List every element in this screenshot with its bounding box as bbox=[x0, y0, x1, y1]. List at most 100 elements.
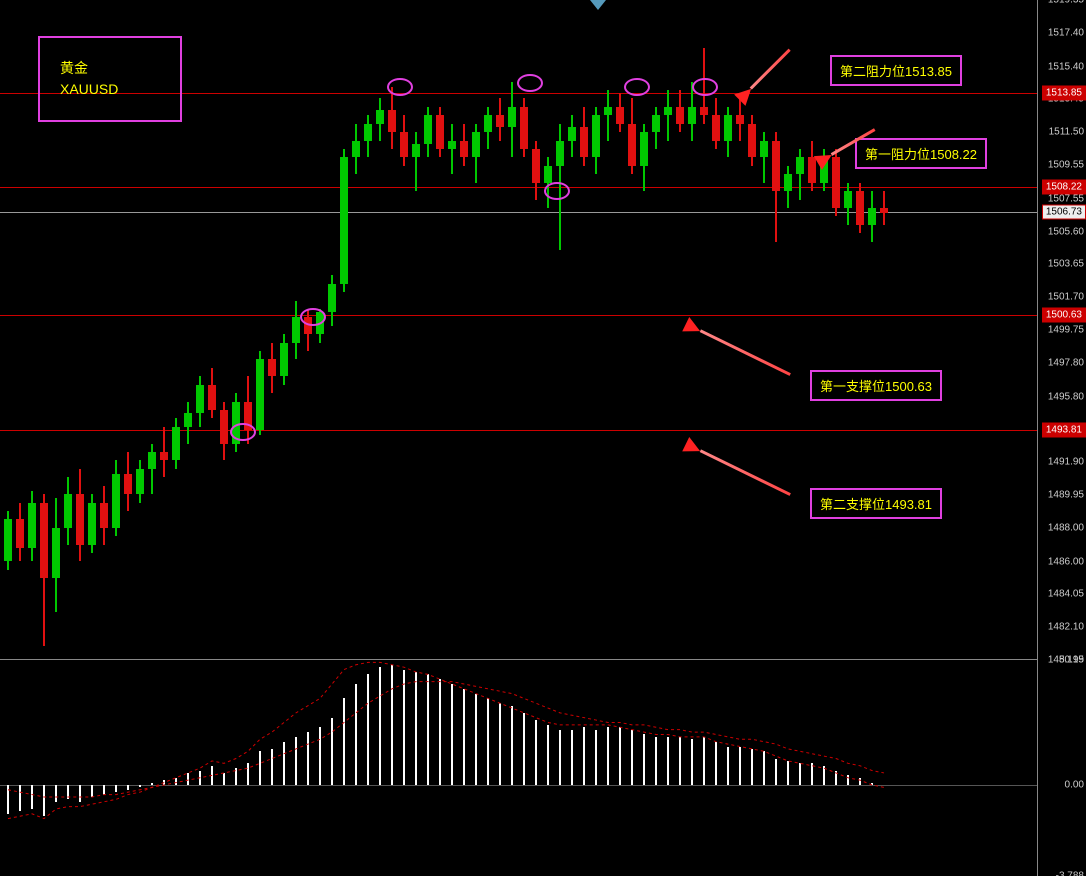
y-tick-label: 1484.05 bbox=[1048, 589, 1084, 600]
macd-histogram-bar bbox=[439, 679, 441, 785]
macd-histogram-bar bbox=[391, 665, 393, 785]
macd-histogram-bar bbox=[607, 727, 609, 785]
macd-histogram-bar bbox=[247, 763, 249, 785]
macd-histogram-bar bbox=[67, 785, 69, 799]
macd-indicator-chart[interactable]: 5.1990.00-3.788 bbox=[0, 660, 1086, 876]
instrument-symbol: XAUUSD bbox=[60, 79, 160, 100]
macd-histogram-bar bbox=[535, 720, 537, 785]
macd-histogram-bar bbox=[199, 771, 201, 785]
instrument-title-box: 黄金 XAUUSD bbox=[38, 36, 182, 122]
macd-histogram-bar bbox=[139, 785, 141, 787]
level-annotation-label: 第二阻力位1513.85 bbox=[830, 55, 962, 86]
macd-histogram-bar bbox=[487, 698, 489, 785]
y-tick-label: 1482.10 bbox=[1048, 622, 1084, 633]
macd-histogram-bar bbox=[763, 751, 765, 785]
macd-histogram-bar bbox=[427, 674, 429, 785]
macd-histogram-bar bbox=[811, 763, 813, 785]
resistance-support-line bbox=[0, 315, 1038, 316]
macd-plot-area[interactable] bbox=[0, 660, 1038, 876]
level-price-tag: 1513.85 bbox=[1042, 85, 1086, 100]
macd-histogram-bar bbox=[847, 775, 849, 785]
macd-histogram-bar bbox=[703, 737, 705, 785]
y-tick-label: 1509.55 bbox=[1048, 160, 1084, 171]
macd-histogram-bar bbox=[643, 734, 645, 784]
macd-histogram-bar bbox=[547, 725, 549, 785]
level-annotation-label: 第一支撑位1500.63 bbox=[810, 370, 942, 401]
macd-histogram-bar bbox=[595, 730, 597, 785]
resistance-support-line bbox=[0, 430, 1038, 431]
instrument-name-cn: 黄金 bbox=[60, 58, 160, 79]
macd-histogram-bar bbox=[823, 766, 825, 785]
macd-histogram-bar bbox=[619, 727, 621, 785]
current-price-tag: 1506.73 bbox=[1042, 205, 1086, 220]
macd-histogram-bar bbox=[727, 747, 729, 785]
y-tick-label: 1503.65 bbox=[1048, 259, 1084, 270]
macd-histogram-bar bbox=[571, 730, 573, 785]
macd-histogram-bar bbox=[355, 684, 357, 785]
macd-histogram-bar bbox=[415, 672, 417, 785]
macd-histogram-bar bbox=[235, 768, 237, 785]
macd-histogram-bar bbox=[835, 771, 837, 785]
y-tick-label: 1491.90 bbox=[1048, 457, 1084, 468]
level-price-tag: 1493.81 bbox=[1042, 423, 1086, 438]
macd-y-axis: 5.1990.00-3.788 bbox=[1037, 660, 1086, 876]
chart-container: 第二阻力位1513.85第一阻力位1508.22第一支撑位1500.63第二支撑… bbox=[0, 0, 1086, 876]
macd-histogram-bar bbox=[631, 730, 633, 785]
y-tick-label: 1488.00 bbox=[1048, 522, 1084, 533]
macd-signal-lines bbox=[0, 660, 1038, 876]
y-tick-label: 1515.40 bbox=[1048, 61, 1084, 72]
y-tick-label: 1501.70 bbox=[1048, 292, 1084, 303]
price-circle-marker bbox=[544, 182, 570, 200]
macd-histogram-bar bbox=[511, 706, 513, 785]
macd-histogram-bar bbox=[331, 718, 333, 785]
macd-histogram-bar bbox=[871, 783, 873, 785]
macd-histogram-bar bbox=[367, 674, 369, 785]
macd-histogram-bar bbox=[151, 783, 153, 785]
macd-histogram-bar bbox=[175, 778, 177, 785]
macd-histogram-bar bbox=[319, 727, 321, 785]
y-tick-label: 1505.60 bbox=[1048, 226, 1084, 237]
macd-y-tick: -3.788 bbox=[1056, 871, 1084, 876]
price-circle-marker bbox=[692, 78, 718, 96]
macd-histogram-bar bbox=[715, 742, 717, 785]
macd-histogram-bar bbox=[187, 773, 189, 785]
macd-histogram-bar bbox=[679, 737, 681, 785]
macd-histogram-bar bbox=[91, 785, 93, 797]
macd-histogram-bar bbox=[295, 737, 297, 785]
macd-histogram-bar bbox=[283, 742, 285, 785]
macd-histogram-bar bbox=[403, 670, 405, 785]
main-y-axis: 1519.351517.401515.401513.451511.501509.… bbox=[1037, 0, 1086, 660]
macd-histogram-bar bbox=[775, 759, 777, 785]
macd-histogram-bar bbox=[379, 667, 381, 785]
macd-histogram-bar bbox=[739, 747, 741, 785]
macd-histogram-bar bbox=[79, 785, 81, 802]
macd-histogram-bar bbox=[307, 732, 309, 785]
y-tick-label: 1497.80 bbox=[1048, 357, 1084, 368]
price-circle-marker bbox=[517, 74, 543, 92]
macd-histogram-bar bbox=[103, 785, 105, 795]
level-annotation-label: 第一阻力位1508.22 bbox=[855, 138, 987, 169]
y-tick-label: 1519.35 bbox=[1048, 0, 1084, 6]
macd-zero-line bbox=[0, 785, 1038, 786]
price-circle-marker bbox=[624, 78, 650, 96]
macd-histogram-bar bbox=[859, 778, 861, 785]
y-tick-label: 1486.00 bbox=[1048, 556, 1084, 567]
macd-histogram-bar bbox=[667, 737, 669, 785]
price-circle-marker bbox=[230, 423, 256, 441]
macd-histogram-bar bbox=[271, 749, 273, 785]
price-circle-marker bbox=[387, 78, 413, 96]
macd-histogram-bar bbox=[463, 689, 465, 785]
macd-histogram-bar bbox=[583, 727, 585, 785]
price-circle-marker bbox=[300, 308, 326, 326]
macd-histogram-bar bbox=[751, 749, 753, 785]
macd-histogram-bar bbox=[799, 763, 801, 785]
macd-y-tick: 5.199 bbox=[1059, 655, 1084, 666]
macd-histogram-bar bbox=[115, 785, 117, 792]
macd-histogram-bar bbox=[655, 737, 657, 785]
macd-histogram-bar bbox=[523, 713, 525, 785]
resistance-support-line bbox=[0, 187, 1038, 188]
macd-histogram-bar bbox=[499, 703, 501, 785]
macd-histogram-bar bbox=[211, 766, 213, 785]
macd-histogram-bar bbox=[343, 698, 345, 785]
macd-histogram-bar bbox=[19, 785, 21, 811]
